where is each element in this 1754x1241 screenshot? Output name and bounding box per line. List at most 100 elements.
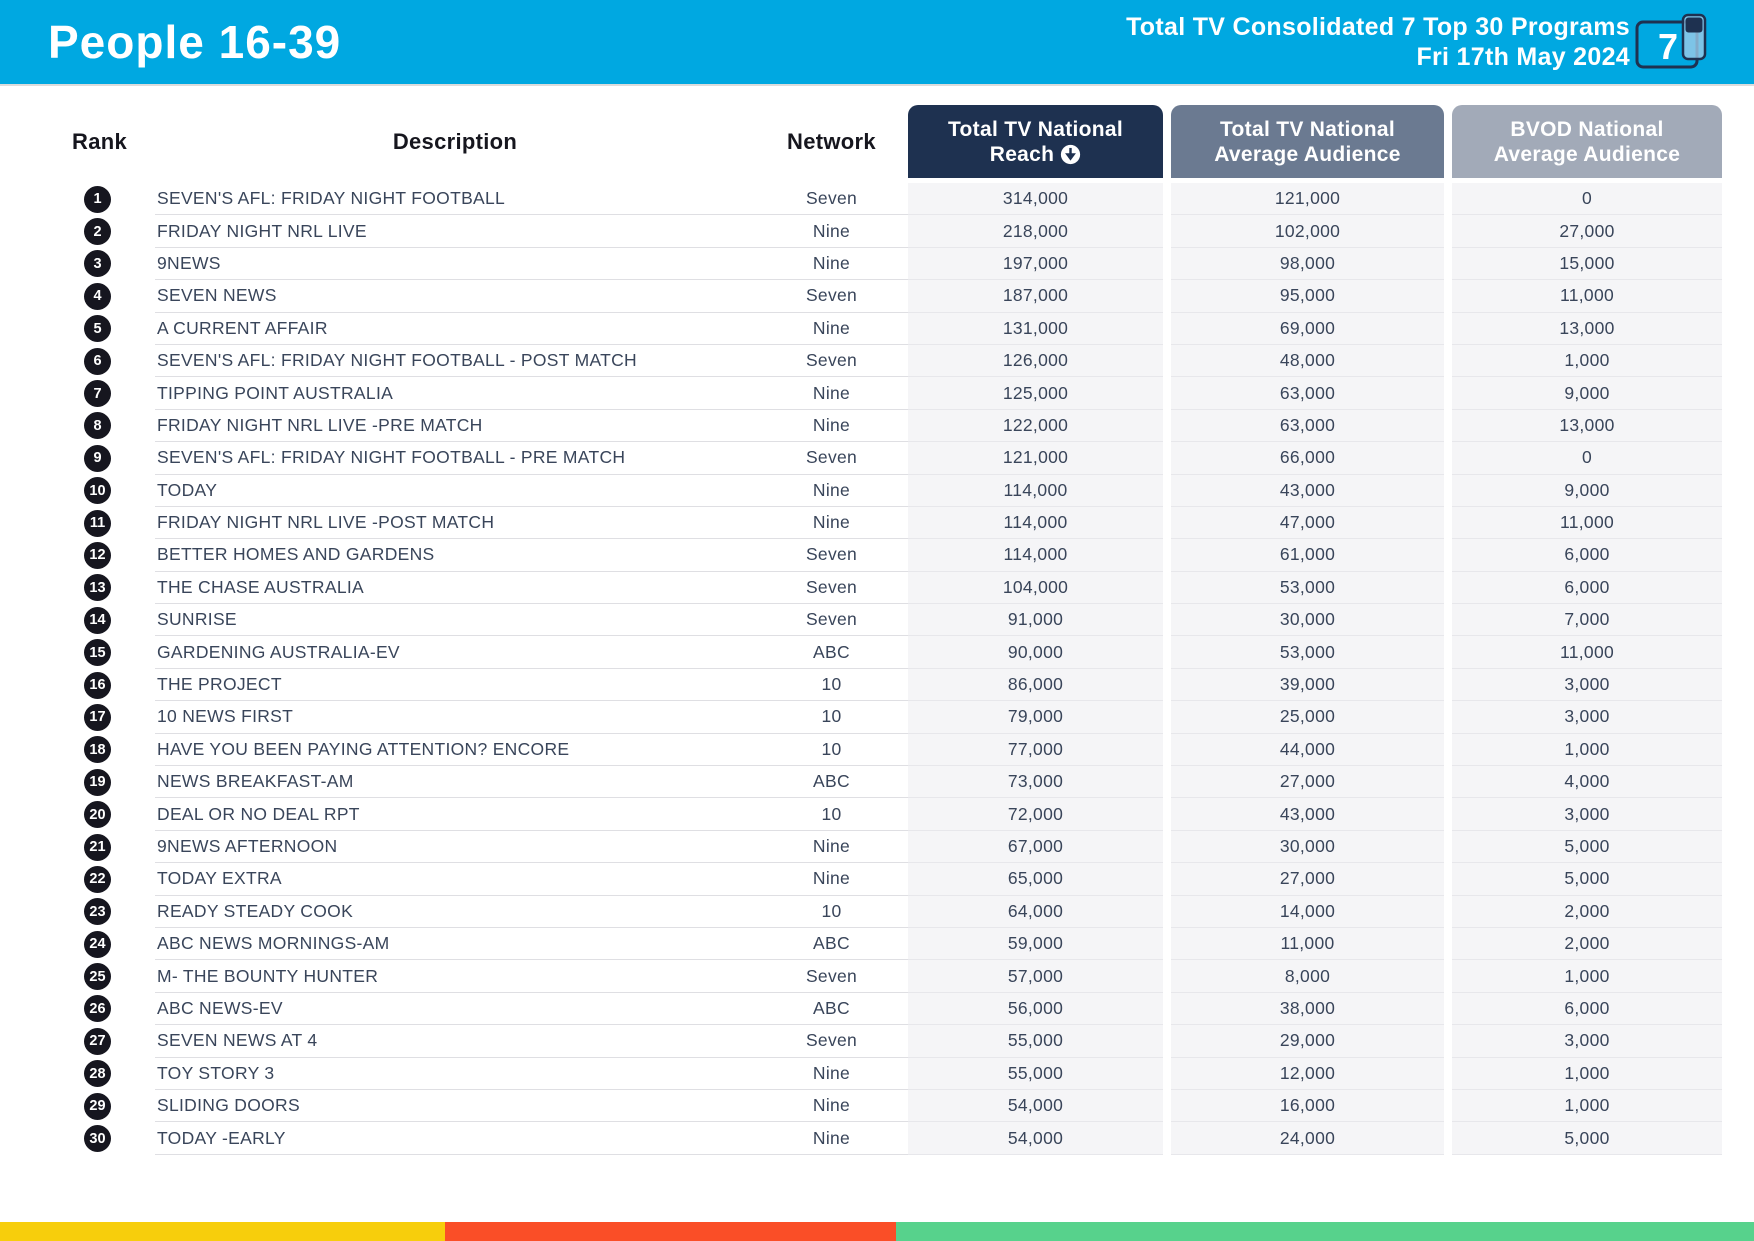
total-tv-reach-value: 122,000 [908,409,1163,443]
rank-cell: 20 [62,798,155,830]
total-tv-reach-value: 55,000 [908,1025,1163,1058]
network-name: Nine [755,313,908,345]
program-description: TODAY EXTRA [155,863,755,896]
table-row: 24 ABC NEWS MORNINGS-AM ABC 59,000 11,00… [62,927,1722,961]
program-description: READY STEADY COOK [155,896,755,928]
column-gap [1163,992,1171,1026]
network-name: ABC [755,766,908,799]
total-tv-average-audience-value: 48,000 [1171,344,1444,378]
network-name: Seven [755,539,908,572]
column-gap [1163,409,1171,443]
total-tv-reach-value: 55,000 [908,1057,1163,1090]
total-tv-average-audience-value: 102,000 [1171,215,1444,248]
program-description: A CURRENT AFFAIR [155,313,755,345]
total-tv-reach-value: 114,000 [908,539,1163,572]
column-header-bvod-average-audience[interactable]: BVOD National Average Audience [1452,105,1722,178]
program-description: FRIDAY NIGHT NRL LIVE -POST MATCH [155,507,755,540]
network-name: ABC [755,993,908,1026]
network-name: Nine [755,507,908,540]
bvod-average-audience-value: 11,000 [1452,280,1722,313]
table-row: 10 TODAY Nine 114,000 43,000 9,000 [62,474,1722,507]
table-row: 12 BETTER HOMES AND GARDENS Seven 114,00… [62,539,1722,572]
program-description: SEVEN NEWS AT 4 [155,1025,755,1058]
column-header-total-tv-reach[interactable]: Total TV National Reach [908,105,1163,178]
rank-badge: 9 [84,444,111,472]
network-name: Nine [755,1090,908,1123]
total-tv-average-audience-value: 11,000 [1171,927,1444,961]
column-gap [1163,1057,1171,1090]
rank-badge: 16 [84,671,111,699]
column-gap [1444,280,1452,313]
program-description: TODAY -EARLY [155,1122,755,1155]
total-tv-reach-value: 64,000 [908,895,1163,928]
program-description: HAVE YOU BEEN PAYING ATTENTION? ENCORE [155,734,755,767]
column-gap [1444,377,1452,410]
program-description: ABC NEWS-EV [155,993,755,1026]
footer-color-bar [0,1222,1754,1241]
rank-badge: 4 [84,282,111,310]
total-tv-average-audience-value: 98,000 [1171,247,1444,281]
column-header-network: Network [787,128,876,154]
rank-cell: 29 [62,1090,155,1122]
column-gap [1163,105,1171,178]
rank-cell: 27 [62,1025,155,1057]
program-description: FRIDAY NIGHT NRL LIVE -PRE MATCH [155,410,755,443]
rank-cell: 1 [62,183,155,215]
network-name: 10 [755,734,908,767]
total-tv-average-audience-value: 25,000 [1171,701,1444,734]
rank-cell: 9 [62,442,155,474]
column-gap [1444,992,1452,1026]
column-gap [1444,733,1452,767]
column-gap [1444,344,1452,378]
program-description: GARDENING AUSTRALIA-EV [155,636,755,669]
network-name: Nine [755,248,908,281]
bvod-average-audience-value: 11,000 [1452,636,1722,669]
rank-badge: 28 [84,1060,111,1088]
rank-cell: 6 [62,345,155,377]
total-tv-average-audience-value: 47,000 [1171,506,1444,540]
total-tv-average-audience-value: 121,000 [1171,183,1444,216]
column-gap [1444,798,1452,831]
total-tv-average-audience-value: 14,000 [1171,895,1444,928]
table-row: 15 GARDENING AUSTRALIA-EV ABC 90,000 53,… [62,636,1722,669]
bvod-average-audience-value: 4,000 [1452,766,1722,799]
total-tv-average-audience-value: 16,000 [1171,1089,1444,1123]
rank-cell: 4 [62,280,155,312]
network-name: Seven [755,280,908,313]
rank-badge: 10 [84,477,111,505]
total-tv-average-audience-value: 24,000 [1171,1122,1444,1155]
total-tv-reach-value: 90,000 [908,636,1163,669]
bvod-average-audience-value: 1,000 [1452,733,1722,767]
network-name: 10 [755,896,908,928]
network-name: Nine [755,475,908,507]
column-gap [1163,215,1171,248]
total-tv-reach-value: 218,000 [908,215,1163,248]
footer-bar-green-segment [896,1222,1754,1241]
program-description: 9NEWS AFTERNOON [155,831,755,864]
total-tv-reach-value: 114,000 [908,474,1163,507]
column-gap [1444,701,1452,734]
column-gap [1163,280,1171,313]
network-name: 10 [755,669,908,702]
bvod-average-audience-value: 2,000 [1452,927,1722,961]
table-row: 19 NEWS BREAKFAST-AM ABC 73,000 27,000 4… [62,766,1722,799]
table-body: 1 SEVEN'S AFL: FRIDAY NIGHT FOOTBALL Sev… [62,183,1722,1155]
total-tv-average-audience-value: 43,000 [1171,474,1444,507]
column-gap [1163,927,1171,961]
bvod-average-audience-value: 1,000 [1452,960,1722,993]
total-tv-reach-value: 197,000 [908,247,1163,281]
network-name: Seven [755,1025,908,1058]
column-gap [1444,474,1452,507]
total-tv-reach-value: 79,000 [908,701,1163,734]
rank-badge: 29 [84,1092,111,1120]
table-row: 4 SEVEN NEWS Seven 187,000 95,000 11,000 [62,280,1722,313]
column-header-total-tv-average-audience[interactable]: Total TV National Average Audience [1171,105,1444,178]
bvod-average-audience-value: 3,000 [1452,701,1722,734]
bvod-average-audience-value: 0 [1452,442,1722,475]
bvod-average-audience-value: 6,000 [1452,539,1722,572]
bvod-average-audience-value: 2,000 [1452,895,1722,928]
rank-badge: 2 [84,218,111,246]
rank-cell: 2 [62,215,155,247]
table-header-row: Rank Description Network Total TV Nation… [62,105,1722,178]
rank-cell: 13 [62,572,155,604]
